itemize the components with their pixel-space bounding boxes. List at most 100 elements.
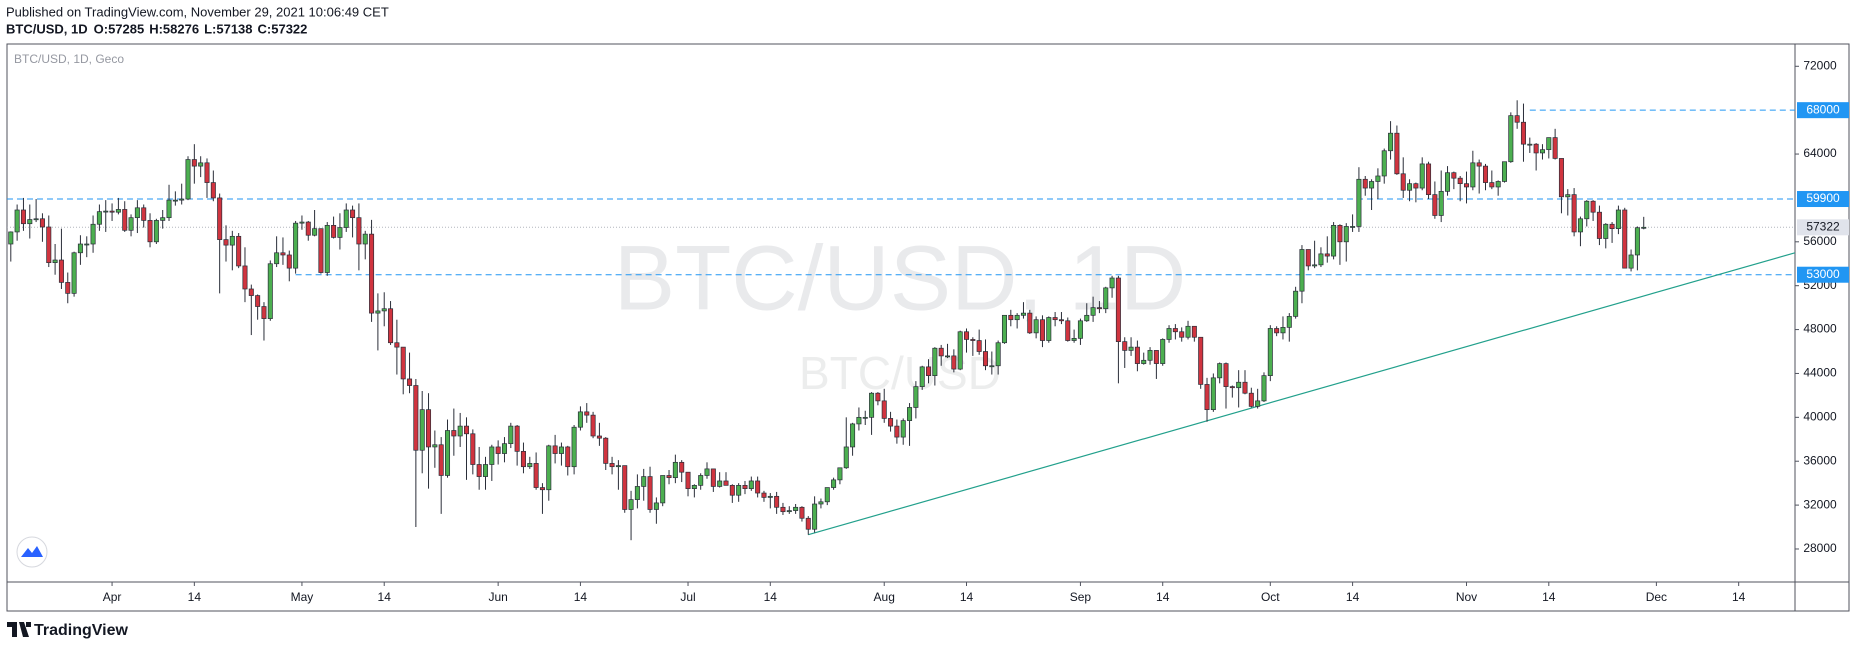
candle-body xyxy=(217,197,223,240)
candle-body xyxy=(736,485,742,496)
candle-body xyxy=(584,411,590,416)
candle-body xyxy=(1324,253,1330,257)
candle-body xyxy=(1210,377,1216,411)
candle-body xyxy=(39,218,45,228)
price-label: 53000 xyxy=(1806,267,1840,281)
candle-body xyxy=(286,254,292,269)
candle-body xyxy=(894,425,900,438)
candle-body xyxy=(1476,162,1482,167)
candle-body xyxy=(919,366,925,387)
candle-body xyxy=(77,243,83,254)
candle-body xyxy=(660,475,666,504)
candle-body xyxy=(780,506,786,513)
candle-body xyxy=(685,471,691,489)
candle-body xyxy=(185,159,191,200)
candle-body xyxy=(400,346,406,380)
candle-body xyxy=(1077,320,1083,339)
candle-body xyxy=(603,437,609,464)
price-label-box xyxy=(1797,266,1849,283)
candle-body xyxy=(8,231,14,245)
candle-body xyxy=(438,444,444,476)
x-tick-label: May xyxy=(291,590,314,604)
candle-body xyxy=(869,392,875,418)
candle-body xyxy=(1565,194,1571,198)
candle-body xyxy=(1369,181,1375,189)
candle-body xyxy=(337,227,343,238)
candle-body xyxy=(1280,327,1286,334)
candle-body xyxy=(1039,319,1045,341)
candle-body xyxy=(1615,209,1621,229)
candle-body xyxy=(1577,218,1583,233)
x-tick-label: 14 xyxy=(1732,590,1746,604)
candle-body xyxy=(546,445,552,491)
y-tick-label: 48000 xyxy=(1803,322,1837,336)
candle-body xyxy=(1020,312,1026,316)
candle-body xyxy=(1508,115,1514,163)
candle-body xyxy=(831,479,837,488)
candle-body xyxy=(926,366,932,376)
candle-body xyxy=(255,295,261,307)
candle-body xyxy=(539,487,545,491)
ohlc-line: BTC/USD, 1D O:57285 H:58276 L:57138 C:57322 xyxy=(6,21,307,36)
candle-body xyxy=(1356,178,1362,227)
y-tick-label: 32000 xyxy=(1803,497,1837,511)
candle-body xyxy=(558,446,564,454)
candle-body xyxy=(65,282,71,294)
candle-body xyxy=(1501,161,1507,182)
candle-body xyxy=(1147,350,1153,361)
x-tick-label: 14 xyxy=(1542,590,1556,604)
candle-body xyxy=(46,226,52,264)
candle-body xyxy=(1451,172,1457,179)
candle-body xyxy=(1343,226,1349,243)
x-tick-label: 14 xyxy=(1346,590,1360,604)
candle-body xyxy=(679,461,685,473)
candle-body xyxy=(457,425,463,437)
candle-body xyxy=(1438,190,1444,216)
axes: 2800032000360004000044000480005200056000… xyxy=(103,58,1849,604)
brand[interactable]: TradingView xyxy=(7,622,129,639)
candle-body xyxy=(1248,392,1254,407)
candle-body xyxy=(299,221,305,224)
candle-body xyxy=(305,221,311,236)
candle-body xyxy=(445,430,451,476)
candle-body xyxy=(653,502,659,510)
candle-body xyxy=(1590,200,1596,213)
logo-button[interactable] xyxy=(16,536,48,568)
candle-body xyxy=(1495,181,1501,188)
candle-body xyxy=(805,517,811,530)
candle-body xyxy=(20,209,26,225)
candle-body xyxy=(1109,277,1115,289)
candle-body xyxy=(1153,350,1159,364)
candle-body xyxy=(1603,223,1609,239)
candle-body xyxy=(1293,290,1299,317)
candle-body xyxy=(134,207,140,219)
published-line: Published on TradingView.com, November 2… xyxy=(6,4,389,19)
candle-body xyxy=(369,233,375,314)
candle-body xyxy=(1046,317,1052,341)
candle-body xyxy=(1552,137,1558,159)
candle-body xyxy=(463,425,470,435)
price-label-box xyxy=(1797,191,1849,208)
candle-body xyxy=(1305,249,1311,267)
candle-body xyxy=(1381,150,1387,177)
candle-body xyxy=(799,506,805,519)
price-label-box xyxy=(1797,102,1849,119)
candle-body xyxy=(1179,331,1185,338)
candle-body xyxy=(900,420,906,438)
candle-body xyxy=(1267,328,1273,376)
candle-body xyxy=(71,252,77,294)
candle-body xyxy=(565,446,571,468)
candle-body xyxy=(1641,226,1647,229)
y-tick-label: 40000 xyxy=(1803,410,1837,424)
candle-body xyxy=(1426,163,1432,195)
candle-body xyxy=(704,468,710,476)
candle-body xyxy=(951,355,957,370)
x-tick-label: 14 xyxy=(1156,590,1170,604)
candle-body xyxy=(723,480,729,486)
candle-body xyxy=(362,233,368,245)
watermark-small: BTC/USD xyxy=(799,347,1001,399)
x-tick-label: Jun xyxy=(488,590,507,604)
candle-body xyxy=(153,220,159,243)
candle-body xyxy=(166,199,172,219)
